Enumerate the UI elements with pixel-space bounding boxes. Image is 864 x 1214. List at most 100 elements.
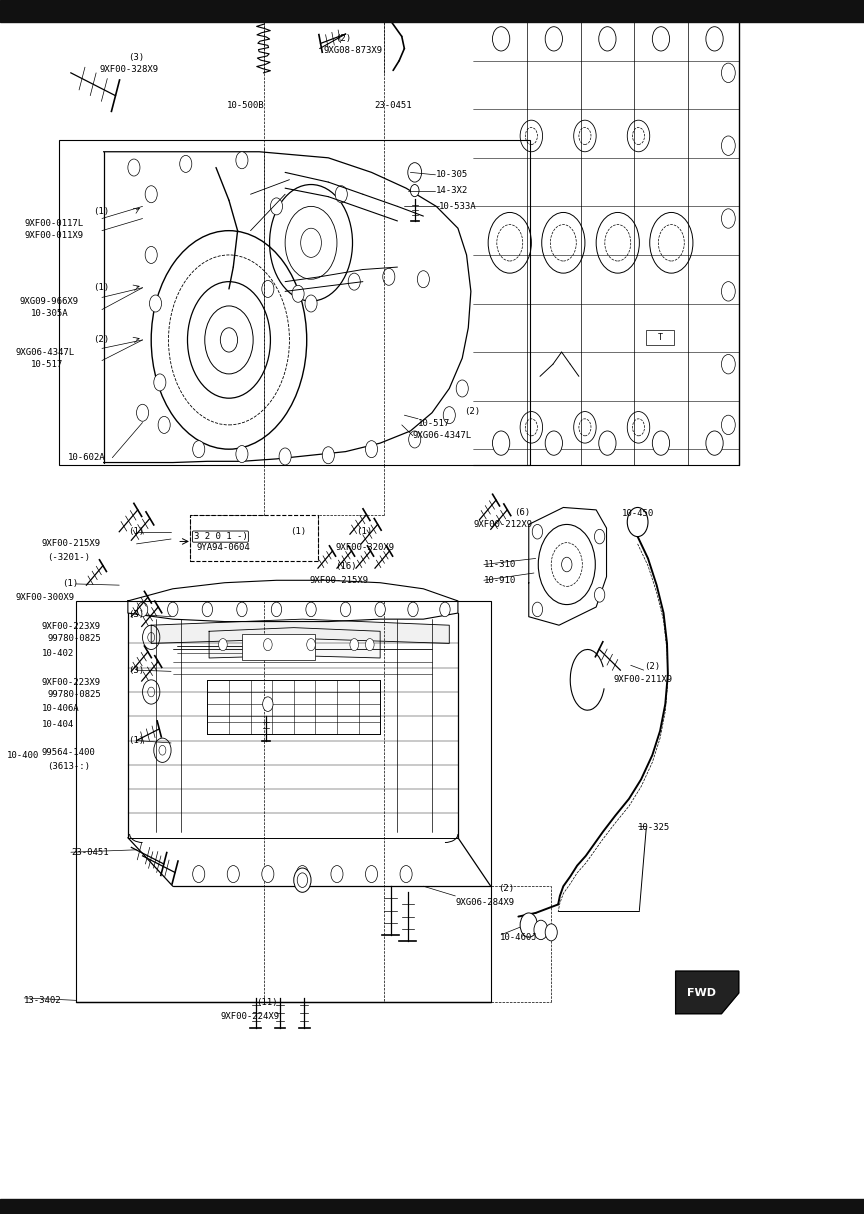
Circle shape bbox=[532, 524, 543, 539]
Text: 9XF00-211X9: 9XF00-211X9 bbox=[613, 675, 672, 685]
Circle shape bbox=[594, 588, 605, 602]
Circle shape bbox=[227, 866, 239, 883]
Text: 10-305A: 10-305A bbox=[31, 308, 69, 318]
Text: 9XG06-4347L: 9XG06-4347L bbox=[413, 431, 472, 441]
Text: (1): (1) bbox=[93, 283, 110, 293]
Text: (2): (2) bbox=[464, 407, 480, 416]
Text: 13-3402: 13-3402 bbox=[24, 995, 62, 1005]
Text: 99780-0825: 99780-0825 bbox=[48, 634, 101, 643]
Text: 9XF00-224X9: 9XF00-224X9 bbox=[220, 1011, 279, 1021]
Circle shape bbox=[440, 602, 450, 617]
Circle shape bbox=[652, 431, 670, 455]
Circle shape bbox=[375, 602, 385, 617]
Circle shape bbox=[721, 63, 735, 83]
Circle shape bbox=[410, 185, 419, 197]
Text: (2): (2) bbox=[499, 884, 515, 894]
Circle shape bbox=[219, 639, 227, 651]
Text: 10-500B: 10-500B bbox=[226, 101, 264, 110]
Text: 10-460J: 10-460J bbox=[499, 932, 537, 942]
Bar bbox=[190, 515, 318, 561]
Circle shape bbox=[137, 404, 149, 421]
Circle shape bbox=[599, 27, 616, 51]
Text: 10-602A: 10-602A bbox=[67, 453, 105, 463]
Text: 99780-0825: 99780-0825 bbox=[48, 690, 101, 699]
Text: 9XF00-011X9: 9XF00-011X9 bbox=[24, 231, 83, 240]
Circle shape bbox=[180, 155, 192, 172]
Circle shape bbox=[168, 602, 178, 617]
Text: T: T bbox=[658, 333, 663, 342]
Circle shape bbox=[149, 295, 162, 312]
Circle shape bbox=[348, 273, 360, 290]
Text: (6): (6) bbox=[514, 507, 530, 517]
Circle shape bbox=[292, 285, 304, 302]
Text: (16): (16) bbox=[335, 562, 357, 572]
Circle shape bbox=[193, 866, 205, 883]
Circle shape bbox=[594, 529, 605, 544]
Polygon shape bbox=[529, 507, 607, 625]
Text: 11-310: 11-310 bbox=[484, 560, 516, 569]
Circle shape bbox=[279, 448, 291, 465]
Circle shape bbox=[340, 602, 351, 617]
Bar bbox=[242, 634, 315, 660]
Text: 23-0451: 23-0451 bbox=[71, 847, 109, 857]
Circle shape bbox=[456, 380, 468, 397]
Text: 10-517: 10-517 bbox=[418, 419, 450, 429]
Circle shape bbox=[307, 639, 315, 651]
Text: (3): (3) bbox=[128, 609, 144, 619]
Text: 10-404: 10-404 bbox=[41, 720, 73, 730]
Circle shape bbox=[296, 866, 308, 883]
Circle shape bbox=[532, 602, 543, 617]
Circle shape bbox=[331, 866, 343, 883]
Text: 9XF00-223X9: 9XF00-223X9 bbox=[41, 677, 100, 687]
Circle shape bbox=[271, 602, 282, 617]
Text: 10-325: 10-325 bbox=[638, 823, 670, 833]
Circle shape bbox=[652, 27, 670, 51]
Text: 10-402: 10-402 bbox=[41, 648, 73, 658]
Circle shape bbox=[365, 441, 378, 458]
Circle shape bbox=[383, 268, 395, 285]
Text: 23-0451: 23-0451 bbox=[374, 101, 412, 110]
Circle shape bbox=[721, 415, 735, 435]
Circle shape bbox=[137, 602, 148, 617]
Circle shape bbox=[365, 639, 374, 651]
Circle shape bbox=[721, 282, 735, 301]
Text: (1): (1) bbox=[128, 527, 144, 537]
Circle shape bbox=[158, 416, 170, 433]
Polygon shape bbox=[676, 971, 739, 1014]
Text: 10-400: 10-400 bbox=[7, 750, 39, 760]
Text: 9XF00-320X9: 9XF00-320X9 bbox=[335, 543, 394, 552]
Bar bbox=[59, 140, 530, 465]
Polygon shape bbox=[151, 619, 449, 643]
Text: (3613-:): (3613-:) bbox=[48, 761, 91, 771]
Text: 9XF00-215X9: 9XF00-215X9 bbox=[309, 575, 368, 585]
Text: (3): (3) bbox=[128, 52, 144, 62]
Circle shape bbox=[263, 697, 273, 711]
Circle shape bbox=[236, 152, 248, 169]
Circle shape bbox=[128, 159, 140, 176]
Circle shape bbox=[417, 271, 429, 288]
Circle shape bbox=[193, 441, 205, 458]
Circle shape bbox=[145, 186, 157, 203]
Text: 9XF00-328X9: 9XF00-328X9 bbox=[99, 64, 158, 74]
Text: (2): (2) bbox=[644, 662, 660, 671]
Text: 9XF00-0117L: 9XF00-0117L bbox=[24, 219, 83, 228]
Circle shape bbox=[721, 209, 735, 228]
Bar bbox=[0, 1199, 864, 1214]
Circle shape bbox=[270, 198, 283, 215]
Circle shape bbox=[154, 374, 166, 391]
Text: 3 2 0 1 -): 3 2 0 1 -) bbox=[194, 532, 247, 541]
Text: (1): (1) bbox=[128, 736, 144, 745]
Text: 9XF00-300X9: 9XF00-300X9 bbox=[16, 592, 74, 602]
Circle shape bbox=[443, 407, 455, 424]
Text: 9XF00-212X9: 9XF00-212X9 bbox=[473, 520, 532, 529]
Polygon shape bbox=[209, 628, 380, 658]
Circle shape bbox=[706, 27, 723, 51]
Text: 10-406A: 10-406A bbox=[41, 704, 79, 714]
Text: (1): (1) bbox=[356, 527, 372, 537]
Circle shape bbox=[365, 866, 378, 883]
Circle shape bbox=[202, 602, 213, 617]
Circle shape bbox=[599, 431, 616, 455]
Text: 10-450: 10-450 bbox=[622, 509, 654, 518]
Text: 10-305: 10-305 bbox=[435, 170, 467, 180]
Circle shape bbox=[294, 868, 311, 892]
